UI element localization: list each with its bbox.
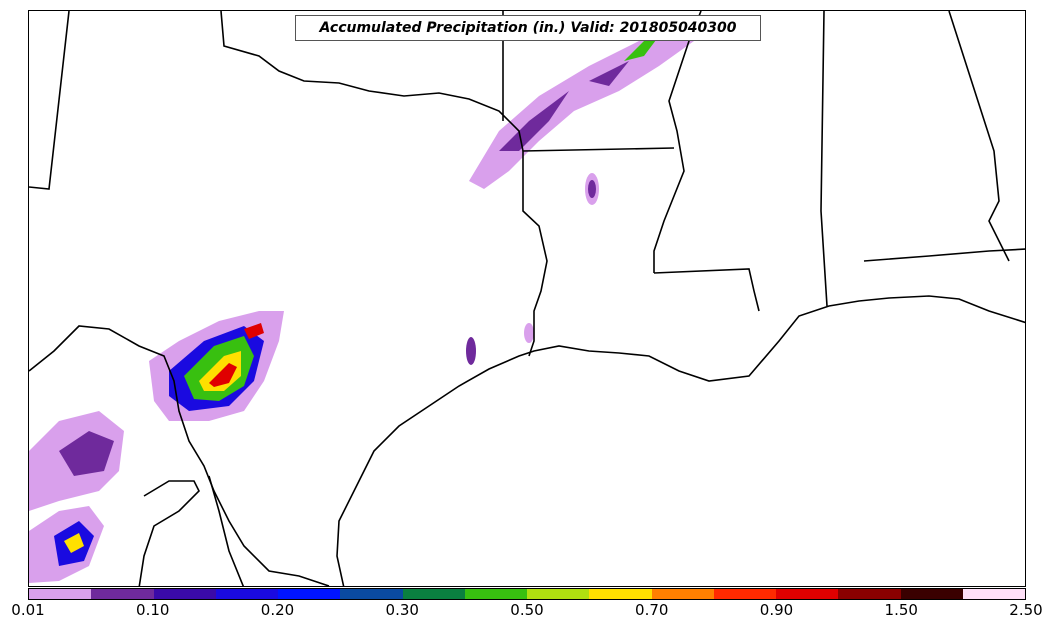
colorbar-tick-5: 0.70 [635, 601, 669, 619]
precip-cell-coast [466, 337, 476, 365]
colorbar-tick-2: 0.20 [260, 601, 295, 619]
colorbar-segment-15 [962, 589, 1025, 599]
precip-cluster-central-yellow [199, 351, 241, 391]
border-mississippi-alabama [820, 11, 828, 307]
colorbar-segment-6 [402, 589, 465, 599]
colorbar-segment-7 [464, 589, 527, 599]
border-sabine [522, 151, 548, 357]
colorbar-segment-8 [527, 589, 590, 599]
map-title: Accumulated Precipitation (in.) Valid: 2… [295, 15, 761, 41]
colorbar-segment-1 [91, 589, 154, 599]
border-florida [863, 248, 1025, 262]
precip-core-northeast [499, 61, 629, 151]
colorbar-segment-12 [776, 589, 839, 599]
colorbar-segment-14 [900, 589, 963, 599]
colorbar-tick-0: 0.01 [11, 601, 45, 619]
border-alabama-georgia [948, 11, 1010, 262]
colorbar-segment-13 [838, 589, 901, 599]
colorbar-segment-9 [589, 589, 652, 599]
colorbar-segment-2 [153, 589, 216, 599]
colorbar-segment-10 [651, 589, 714, 599]
colorbar-tick-1: 0.10 [136, 601, 170, 619]
colorbar-tick-4: 0.50 [510, 601, 544, 619]
basemap-lines [29, 11, 1025, 586]
mississippi-river [653, 11, 702, 273]
colorbar-segment-0 [29, 589, 92, 599]
border-louisiana-mississippi [653, 268, 760, 312]
colorbar-segment-4 [278, 589, 341, 599]
colorbar-tick-3: 0.30 [385, 601, 419, 619]
colorbar-tick-labels: 0.01 0.10 0.20 0.30 0.50 0.70 0.90 1.50 2.50 [0, 601, 1054, 631]
border-mexico-internal [138, 475, 245, 586]
colorbar-tick-6: 0.90 [759, 601, 794, 619]
map-canvas [29, 11, 1025, 586]
precip-band-northeast [469, 21, 699, 189]
rio-grande [29, 325, 330, 586]
coastline-gulf [336, 295, 1025, 586]
colorbar-segment-5 [340, 589, 403, 599]
precip-core-louisiana [588, 180, 596, 198]
border-arkansas-south [522, 147, 675, 152]
precip-cluster-southwest-2-yellow [64, 533, 84, 553]
colorbar-tick-8: 2.50 [1009, 601, 1043, 619]
precip-cluster-central-red [209, 323, 264, 387]
colorbar-segment-3 [215, 589, 278, 599]
precipitation-colorbar [28, 588, 1026, 600]
precip-core-northeast-2 [624, 36, 659, 61]
colorbar-tick-7: 1.50 [884, 601, 918, 619]
precip-cell-coast-2 [524, 323, 534, 343]
colorbar-segment-11 [713, 589, 776, 599]
border-red-river [220, 11, 524, 152]
precip-cluster-southwest-core [59, 431, 114, 476]
map-panel [28, 10, 1026, 587]
precipitation-field [29, 21, 699, 583]
border-new-mexico [29, 11, 70, 190]
